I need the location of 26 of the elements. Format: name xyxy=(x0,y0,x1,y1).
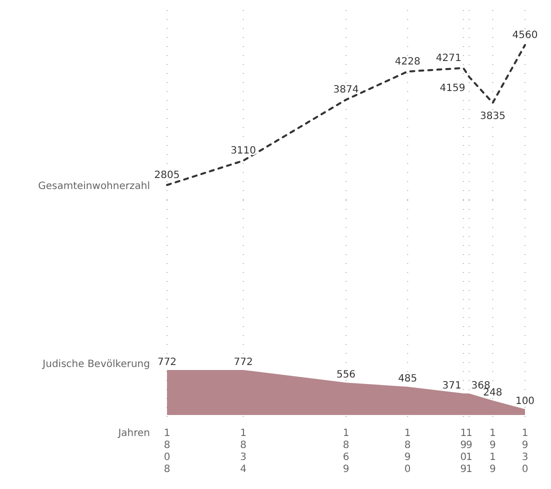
x-tick-label: 1 9 1 9 xyxy=(490,428,496,475)
data-label: 772 xyxy=(157,357,177,368)
data-label: 248 xyxy=(483,388,502,399)
data-label: 556 xyxy=(336,370,356,381)
x-axis-title: Jahren xyxy=(117,428,150,439)
data-label: 772 xyxy=(234,357,253,368)
data-label: 4271 xyxy=(436,53,462,64)
data-label: 3874 xyxy=(333,84,359,96)
data-label: 100 xyxy=(515,396,535,408)
data-label: 2805 xyxy=(154,170,180,181)
series-label: Judische Bevölkerung xyxy=(42,359,150,370)
x-tick-label: 1 8 0 8 xyxy=(164,428,170,475)
data-label: 371 xyxy=(442,380,462,392)
data-label: 485 xyxy=(398,374,418,385)
x-tick-label: 1 8 3 4 xyxy=(240,428,246,475)
x-tick-label: 1 8 6 9 xyxy=(342,428,350,475)
data-label: 3835 xyxy=(480,110,506,122)
data-label: 4228 xyxy=(394,56,420,68)
data-label: 4560 xyxy=(512,30,538,41)
data-label: 4159 xyxy=(440,82,466,94)
x-tick-label: 1 9 3 0 xyxy=(522,428,528,475)
series-label: Gesamteinwohnerzahl xyxy=(38,181,150,192)
x-tick-label: 1 9 1 1 xyxy=(466,428,472,475)
x-tick-label: 1 9 0 9 xyxy=(460,428,467,475)
data-label: 3110 xyxy=(230,146,256,157)
x-tick-label: 1 8 9 0 xyxy=(404,428,411,475)
